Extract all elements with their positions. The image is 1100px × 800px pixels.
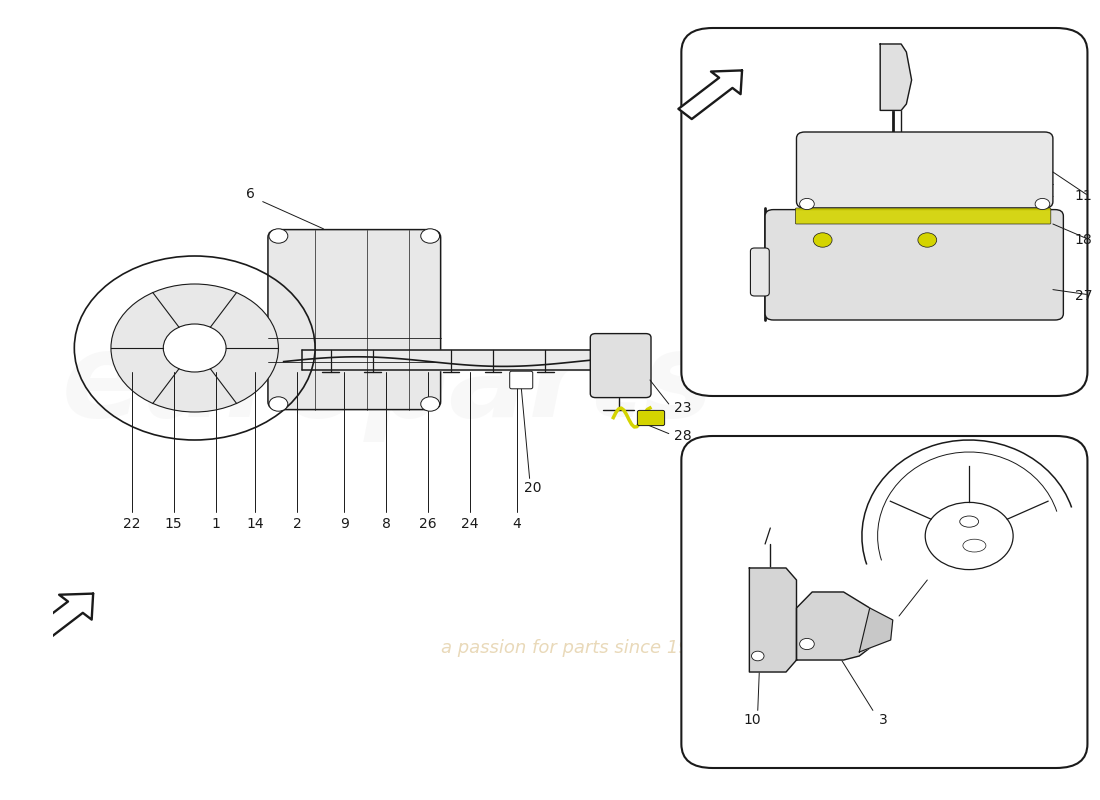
Circle shape	[111, 284, 278, 412]
FancyBboxPatch shape	[796, 132, 1053, 208]
Text: europarts: europarts	[62, 326, 715, 442]
Circle shape	[813, 233, 832, 247]
Text: 11: 11	[1075, 189, 1092, 203]
Text: 28: 28	[674, 429, 692, 443]
Circle shape	[800, 198, 814, 210]
Polygon shape	[859, 608, 893, 652]
Text: 9: 9	[340, 517, 349, 531]
FancyBboxPatch shape	[591, 334, 651, 398]
FancyBboxPatch shape	[766, 210, 1064, 320]
FancyBboxPatch shape	[750, 248, 769, 296]
Polygon shape	[880, 44, 912, 110]
Text: 6: 6	[245, 186, 254, 201]
FancyBboxPatch shape	[268, 230, 441, 410]
Text: 20: 20	[524, 481, 541, 495]
Text: 15: 15	[165, 517, 183, 531]
Text: 1: 1	[211, 517, 220, 531]
Text: 3: 3	[879, 713, 888, 727]
Polygon shape	[28, 594, 94, 644]
Polygon shape	[796, 592, 870, 660]
Text: 27: 27	[1075, 289, 1092, 303]
Text: 8: 8	[382, 517, 390, 531]
FancyBboxPatch shape	[637, 410, 664, 426]
Text: 10: 10	[744, 713, 761, 727]
Circle shape	[270, 397, 288, 411]
Polygon shape	[749, 568, 796, 672]
Text: 2: 2	[293, 517, 301, 531]
Polygon shape	[679, 70, 743, 119]
Text: 24: 24	[461, 517, 478, 531]
Circle shape	[163, 324, 227, 372]
Text: 18: 18	[1075, 233, 1092, 247]
Circle shape	[917, 233, 937, 247]
Circle shape	[751, 651, 764, 661]
Text: 26: 26	[419, 517, 437, 531]
FancyBboxPatch shape	[681, 28, 1088, 396]
Text: a passion for parts since 1995: a passion for parts since 1995	[441, 639, 713, 657]
FancyBboxPatch shape	[795, 208, 1050, 224]
Circle shape	[420, 397, 440, 411]
Text: 4: 4	[513, 517, 521, 531]
Circle shape	[420, 229, 440, 243]
Text: 14: 14	[246, 517, 264, 531]
Circle shape	[800, 638, 814, 650]
Text: 23: 23	[674, 401, 692, 415]
Circle shape	[1035, 198, 1049, 210]
Text: 22: 22	[123, 517, 141, 531]
FancyBboxPatch shape	[681, 436, 1088, 768]
Circle shape	[270, 229, 288, 243]
FancyBboxPatch shape	[509, 371, 532, 389]
